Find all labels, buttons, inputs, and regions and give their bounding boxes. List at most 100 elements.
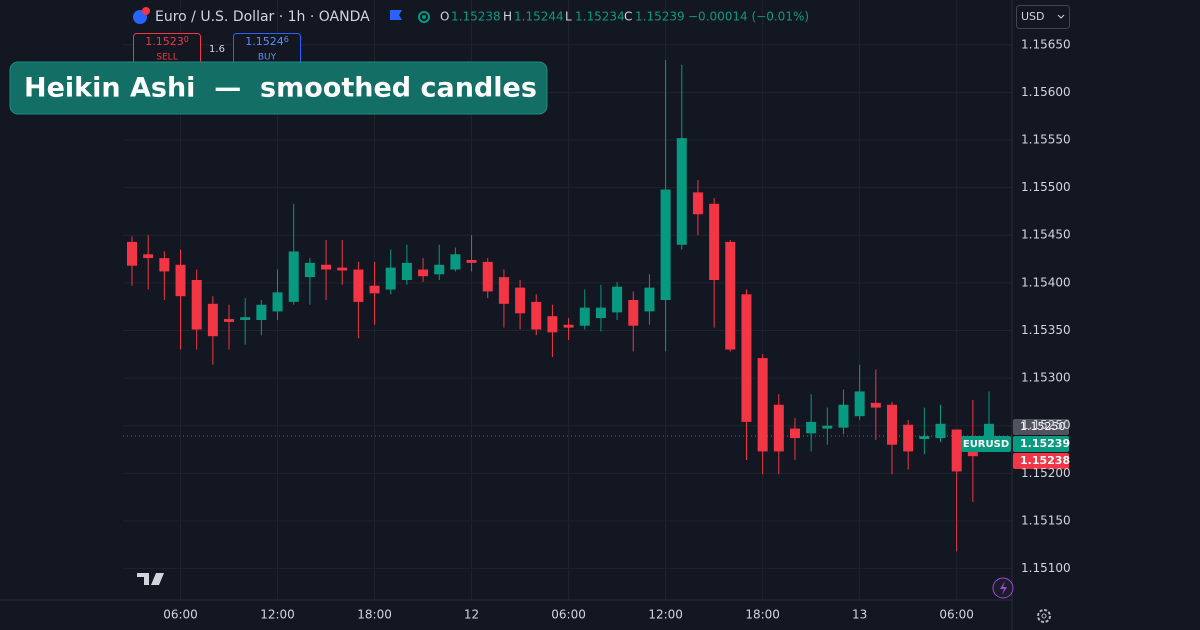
candle-body [660, 189, 671, 300]
candle-body [321, 264, 332, 270]
buy-price-pip: 6 [284, 35, 289, 44]
candle-body [191, 280, 202, 330]
ohlc-value: 1.15244 [514, 10, 564, 24]
candle-body [401, 262, 412, 280]
candle-body [337, 267, 348, 271]
candle-body [628, 300, 639, 326]
symbol-tag [961, 436, 1011, 452]
y-tick-label: 1.15450 [1021, 228, 1071, 242]
buy-price-main: 1.1524 [245, 35, 284, 48]
candles [127, 60, 995, 552]
x-tick-label: 18:00 [745, 608, 780, 622]
y-tick-label: 1.15550 [1021, 133, 1071, 147]
candle-body [256, 304, 267, 320]
y-tick-label: 1.15300 [1021, 371, 1071, 385]
candle-body [418, 269, 429, 277]
candle-body [450, 254, 461, 270]
candle-body [563, 324, 574, 328]
ohlc-label: C [624, 10, 632, 24]
candle-body [676, 138, 687, 245]
crosshair-tag-text: 1.15250 [1020, 420, 1066, 433]
candle-body [870, 402, 881, 408]
candle-body [919, 436, 930, 440]
candle-body [951, 429, 962, 472]
spread: 1.6 [209, 44, 225, 55]
candle-body [498, 277, 509, 304]
candle-body [224, 319, 235, 322]
candle-body [595, 307, 606, 319]
y-tick-label: 1.15600 [1021, 85, 1071, 99]
candle-body [240, 317, 251, 320]
banner [9, 61, 548, 115]
lightning-icon [1000, 581, 1007, 595]
status-dot [418, 11, 430, 23]
candle-body [854, 391, 865, 417]
candle-body [531, 301, 542, 330]
sell-price: 1.15230 [145, 35, 189, 49]
x-tick-label: 13 [852, 608, 867, 622]
candle-body [741, 294, 752, 422]
y-tick-label: 1.15100 [1021, 561, 1071, 575]
buy-price: 1.15246 [245, 35, 289, 49]
candle-body [692, 192, 703, 215]
settings-gear[interactable] [1037, 609, 1051, 623]
candle-body [984, 423, 995, 437]
ohlc-label: L [565, 10, 572, 24]
candle-body [272, 292, 283, 312]
symbol-icon-flag [142, 7, 150, 15]
symbol-tag-text: EURUSD [963, 439, 1009, 450]
ohlc-value: 1.15238 [451, 10, 501, 24]
last-price-tag [1013, 436, 1069, 452]
candle-body [385, 267, 396, 290]
dropdown-arrow [1057, 14, 1065, 19]
y-tick-label: 1.15650 [1021, 37, 1071, 51]
y-tick-label: 1.15400 [1021, 275, 1071, 289]
bid-tag-text: 1.15238 [1020, 454, 1070, 467]
candle-body [466, 260, 477, 263]
ohlc-label: H [503, 10, 512, 24]
currency-label: USD [1021, 10, 1045, 23]
y-tick-label: 1.15200 [1021, 466, 1071, 480]
candle-body [515, 287, 526, 314]
candle-body [903, 424, 914, 452]
candle-body [288, 251, 299, 302]
candle-body [935, 423, 946, 439]
symbol-title: Euro / U.S. Dollar · 1h · OANDA [155, 9, 370, 25]
status-dot-core [422, 15, 426, 19]
last-price-tag-text: 1.15239 [1020, 437, 1070, 450]
x-tick-label: 18:00 [357, 608, 392, 622]
currency-dropdown[interactable] [1016, 5, 1070, 29]
x-tick-label: 12:00 [260, 608, 295, 622]
candle-body [143, 254, 154, 259]
buy-label: BUY [258, 53, 277, 63]
settings-gear-core [1041, 613, 1047, 619]
candle-body [175, 264, 186, 297]
x-tick-label: 12:00 [648, 608, 683, 622]
candle-body [353, 269, 364, 302]
candle-body [579, 307, 590, 326]
candle-body [886, 404, 897, 445]
banner-text: Heikin Ashi — smoothed candles [24, 73, 537, 104]
candle-body [612, 286, 623, 313]
x-tick-label: 06:00 [163, 608, 198, 622]
candle-body [822, 425, 833, 429]
candle-body [207, 303, 218, 337]
flag-icon[interactable] [390, 10, 402, 20]
candle-body [773, 404, 784, 452]
candle-body [547, 316, 558, 333]
candle-body [369, 285, 380, 294]
tv-logo[interactable] [137, 573, 164, 585]
y-tick-label: 1.15150 [1021, 513, 1071, 527]
candle-body [127, 241, 137, 266]
x-tick-label: 12 [464, 608, 479, 622]
candle-body [806, 421, 817, 434]
bid-tag [1013, 453, 1069, 469]
sell-label: SELL [156, 53, 177, 63]
x-tick-label: 06:00 [939, 608, 974, 622]
candle-body [159, 258, 170, 272]
candle-body [709, 203, 720, 280]
candle-body [725, 241, 736, 350]
candle-body [482, 261, 493, 292]
